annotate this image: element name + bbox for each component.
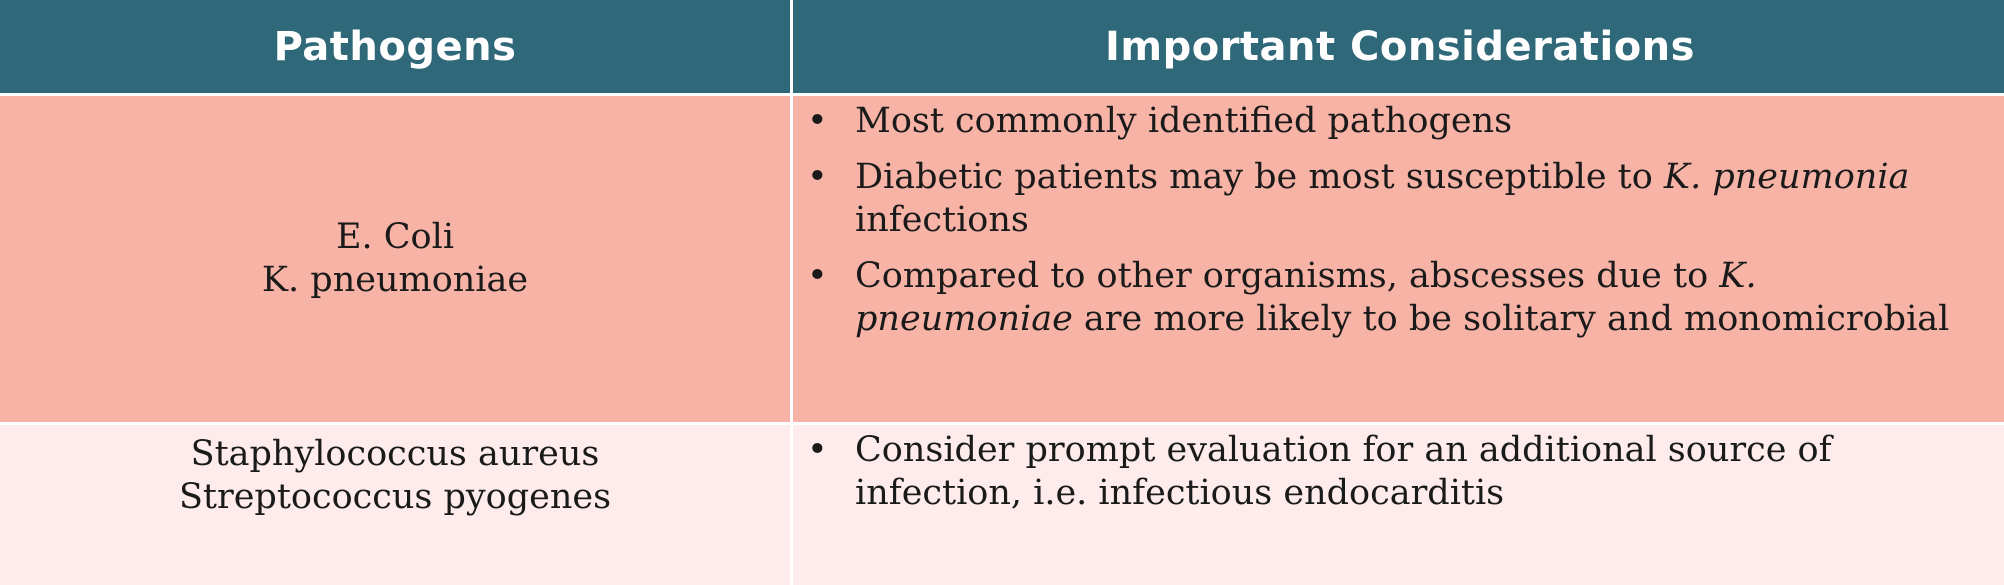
row-2-considerations-cell: Consider prompt evaluation for an additi… — [793, 425, 2004, 585]
pathogen-name: E. Coli — [335, 217, 455, 257]
row-2-pathogens-cell: Staphylococcus aureus Streptococcus pyog… — [0, 425, 790, 585]
row-1-considerations-cell: Most commonly identified pathogens Diabe… — [793, 96, 2004, 422]
header-pathogens-label: Pathogens — [273, 23, 517, 70]
consideration-item: Consider prompt evaluation for an additi… — [793, 429, 1977, 515]
consideration-text-italic: K. pneumoniae — [855, 256, 1757, 339]
consideration-item: Compared to other organisms, abscesses d… — [793, 255, 1977, 341]
considerations-list: Consider prompt evaluation for an additi… — [793, 429, 1977, 515]
row-1-pathogens-cell: E. Coli K. pneumoniae — [0, 96, 790, 422]
pathogen-name: K. pneumoniae — [261, 260, 529, 300]
pathogen-name: Staphylococcus aureus — [190, 434, 600, 474]
consideration-text: Consider prompt evaluation for an additi… — [855, 430, 1832, 513]
consideration-item: Most commonly identified pathogens — [793, 100, 1977, 143]
pathogen-name: Streptococcus pyogenes — [178, 477, 612, 517]
consideration-text-pre: Diabetic patients may be most susceptibl… — [855, 157, 1664, 197]
consideration-text-post: infections — [855, 200, 1029, 240]
header-considerations-label: Important Considerations — [1105, 23, 1695, 70]
consideration-text-post: are more likely to be solitary and monom… — [1072, 299, 1950, 339]
consideration-item: Diabetic patients may be most susceptibl… — [793, 156, 1977, 242]
consideration-text-pre: Compared to other organisms, abscesses d… — [855, 256, 1720, 296]
consideration-text-italic: K. pneumonia — [1663, 157, 1910, 197]
header-considerations: Important Considerations — [793, 0, 2004, 93]
consideration-text: Most commonly identified pathogens — [855, 101, 1513, 141]
header-pathogens: Pathogens — [0, 0, 790, 93]
considerations-list: Most commonly identified pathogens Diabe… — [793, 100, 1977, 341]
